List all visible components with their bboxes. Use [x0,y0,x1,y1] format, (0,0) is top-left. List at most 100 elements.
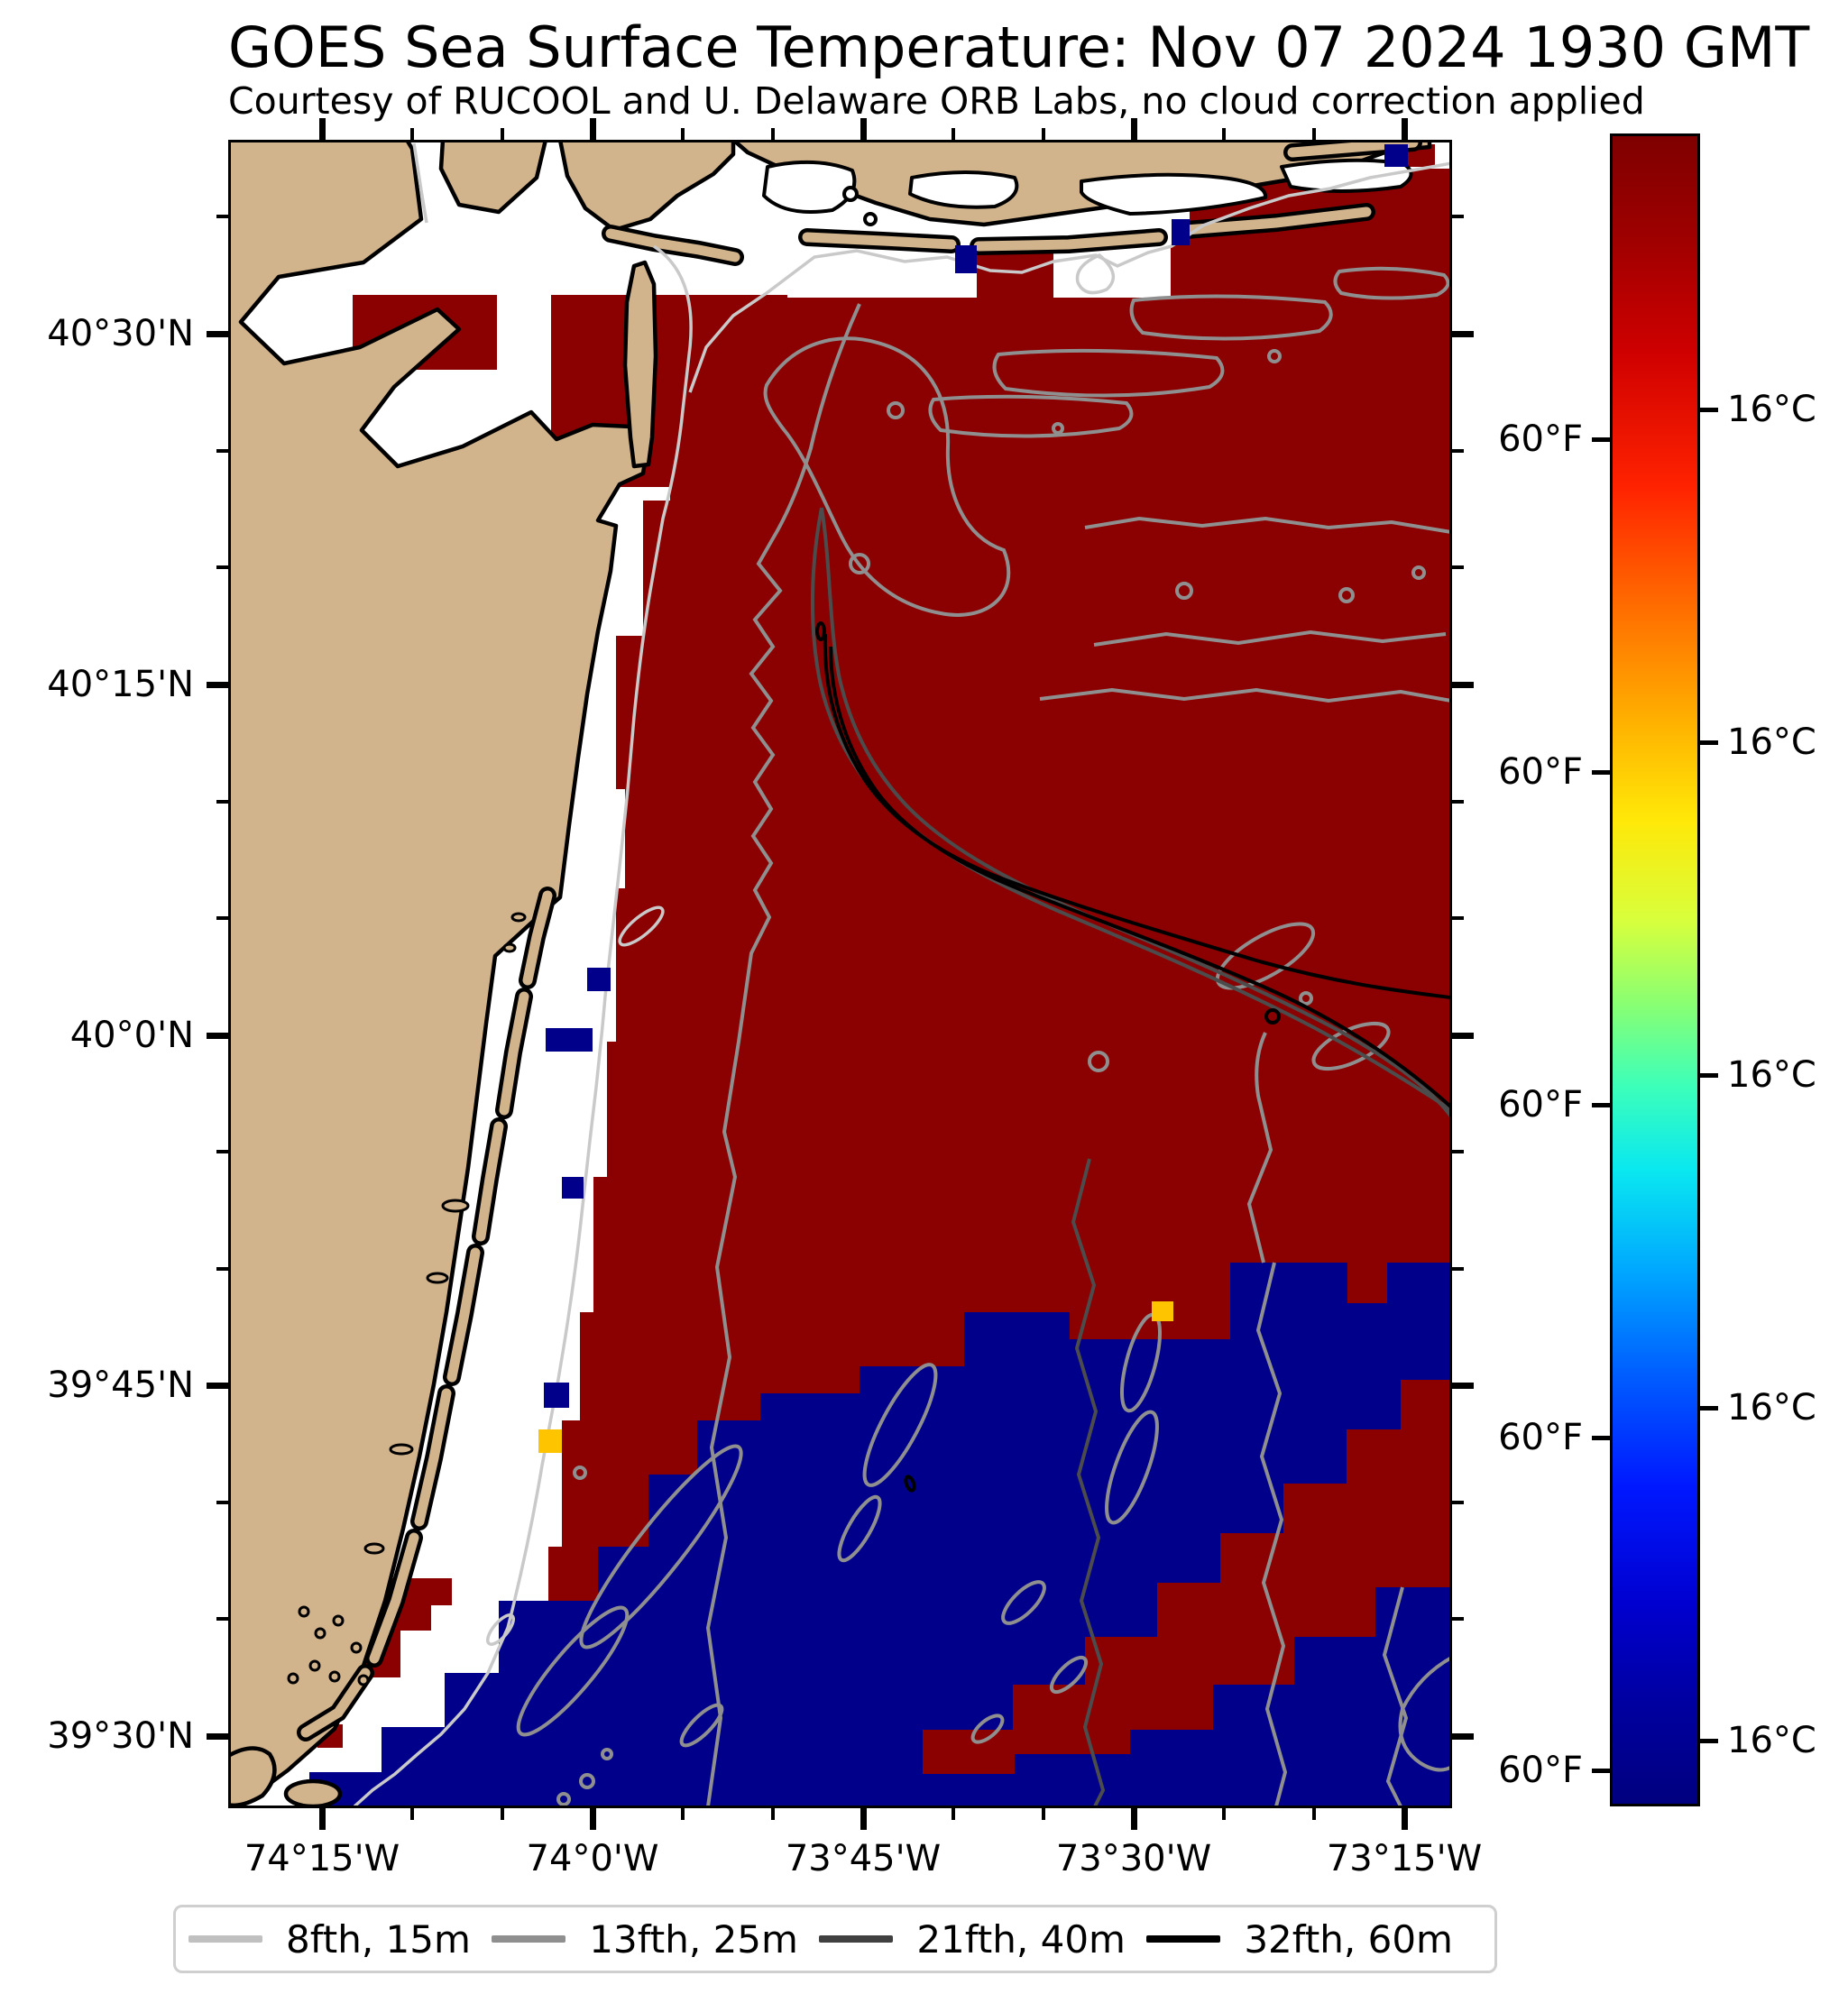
colorbar-label-fahrenheit: 60°F [1498,1417,1583,1458]
colorbar-label-fahrenheit: 60°F [1498,751,1583,793]
x-minor-tick [952,1808,955,1820]
y-minor-tick [216,1501,228,1504]
y-minor-tick [1452,1150,1464,1153]
x-minor-tick [681,1808,685,1820]
y-minor-tick [216,1617,228,1621]
y-major-tick [207,330,228,337]
y-major-tick [207,1032,228,1039]
y-major-tick [1452,1382,1474,1389]
y-axis-label: 40°15'N [47,664,194,705]
y-axis-label: 39°30'N [47,1715,194,1757]
y-minor-tick [216,800,228,804]
map-border [228,140,1452,1808]
x-axis-label: 73°30'W [1055,1838,1212,1879]
colorbar-label-fahrenheit: 60°F [1498,418,1583,460]
legend-line-swatch [1146,1935,1221,1943]
figure-title: GOES Sea Surface Temperature: Nov 07 202… [228,14,1810,80]
x-minor-tick [681,128,685,140]
y-major-tick [1452,681,1474,688]
x-minor-tick [410,128,414,140]
y-minor-tick [216,1150,228,1153]
colorbar-tick [1700,1072,1718,1078]
colorbar-tick [1700,1405,1718,1411]
x-major-tick [589,118,596,140]
contour-60m [815,621,1452,1493]
colorbar-tick [1592,1768,1610,1773]
x-minor-tick [501,128,504,140]
legend-item: 8fth, 15m [188,1917,471,1962]
x-minor-tick [410,1808,414,1820]
colorbar-tick [1592,436,1610,442]
legend-item: 32fth, 60m [1146,1917,1453,1962]
y-major-tick [1452,330,1474,337]
x-minor-tick [1222,128,1226,140]
cold-pixel [1384,144,1408,167]
cold-pixel [544,1383,569,1408]
x-major-tick [1130,1808,1137,1830]
x-major-tick [318,118,326,140]
y-minor-tick [216,565,228,569]
y-minor-tick [1452,215,1464,218]
y-minor-tick [1452,1617,1464,1621]
x-minor-tick [1042,1808,1045,1820]
legend-label: 32fth, 60m [1244,1916,1453,1962]
y-axis-label: 40°30'N [47,313,194,354]
colorbar-label-celsius: 16°C [1727,1054,1816,1096]
long-island-bays [762,158,1413,226]
x-axis-label: 74°15'W [244,1838,400,1879]
y-minor-tick [1452,1267,1464,1271]
x-major-tick [318,1808,326,1830]
legend-label: 21fth, 40m [916,1916,1126,1962]
y-minor-tick [1452,449,1464,453]
barrier-islands [297,140,1422,1741]
colorbar-tick [1700,740,1718,745]
y-axis-label: 39°45'N [47,1365,194,1406]
colorbar-label-celsius: 16°C [1727,389,1816,430]
cold-pixel [1172,219,1190,245]
islets [287,912,527,1686]
x-minor-tick [771,128,775,140]
x-major-tick [1130,118,1137,140]
legend-label: 8fth, 15m [286,1916,471,1962]
y-minor-tick [1452,800,1464,804]
x-axis-label: 73°15'W [1326,1838,1483,1879]
depth-contour-legend: 8fth, 15m 13fth, 25m 21fth, 40m 32fth, 60m [173,1905,1497,1973]
legend-line-swatch [819,1935,894,1943]
cold-pixel [562,1177,584,1199]
sst-map [228,140,1452,1808]
colorbar-tick [1592,1435,1610,1440]
x-major-tick [860,1808,867,1830]
x-axis-label: 74°0'W [526,1838,659,1879]
sandy-hook [622,260,658,469]
x-minor-tick [501,1808,504,1820]
y-major-tick [1452,1732,1474,1740]
x-major-tick [1401,1808,1408,1830]
colorbar-tick [1700,407,1718,412]
legend-item: 21fth, 40m [819,1917,1126,1962]
x-axis-label: 73°45'W [785,1838,942,1879]
warm-pixel-yellow [1152,1301,1173,1321]
x-minor-tick [771,1808,775,1820]
colorbar-label-celsius: 16°C [1727,1387,1816,1429]
y-major-tick [207,681,228,688]
cold-pixel [955,245,977,273]
y-minor-tick [1452,916,1464,920]
staten-island [438,140,548,215]
x-major-tick [860,118,867,140]
colorbar-tick [1592,769,1610,775]
y-minor-tick [216,449,228,453]
x-major-tick [589,1808,596,1830]
legend-item: 13fth, 25m [492,1917,798,1962]
x-major-tick [1401,118,1408,140]
y-major-tick [207,1732,228,1740]
colorbar-label-fahrenheit: 60°F [1498,1084,1583,1126]
legend-line-swatch [188,1935,262,1943]
y-axis-label: 40°0'N [69,1015,194,1056]
y-major-tick [1452,1032,1474,1039]
y-minor-tick [216,916,228,920]
x-minor-tick [1222,1808,1226,1820]
new-jersey-mainland [228,140,651,1807]
x-minor-tick [1312,1808,1316,1820]
isolated-sst-pixels [538,144,1408,1453]
colorbar-tick [1592,1102,1610,1107]
